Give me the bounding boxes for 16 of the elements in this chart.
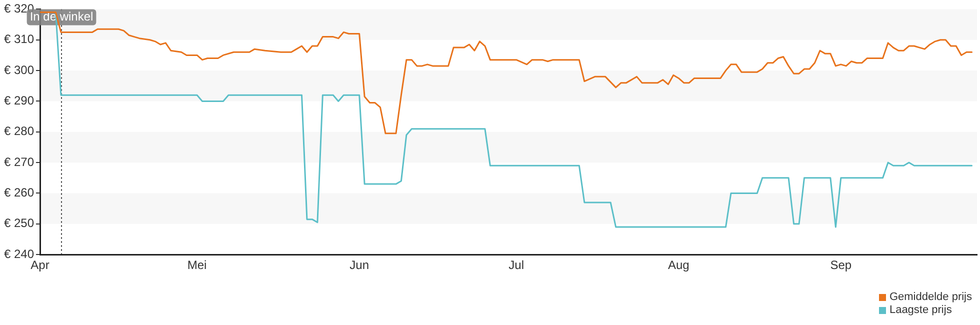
- y-tick-label: € 250: [4, 216, 34, 230]
- y-tick-label: € 240: [4, 246, 34, 261]
- x-tick-label: Apr: [30, 258, 50, 272]
- x-tick-label: Jul: [508, 258, 524, 272]
- y-tick-label: € 300: [4, 62, 34, 77]
- y-tick-label: € 290: [4, 94, 34, 108]
- y-tick-label: € 260: [4, 186, 34, 200]
- y-tick-label: € 280: [4, 124, 34, 138]
- y-tick-label: € 310: [4, 32, 34, 46]
- legend-label: Gemiddelde prijs: [889, 291, 972, 304]
- x-tick-label: Jun: [350, 258, 369, 272]
- legend-label: Laagste prijs: [889, 304, 952, 317]
- x-tick-label: Aug: [668, 258, 690, 272]
- x-tick-label: Sep: [830, 258, 852, 272]
- x-tick-label: Mei: [187, 258, 207, 272]
- y-tick-label: € 270: [4, 154, 34, 169]
